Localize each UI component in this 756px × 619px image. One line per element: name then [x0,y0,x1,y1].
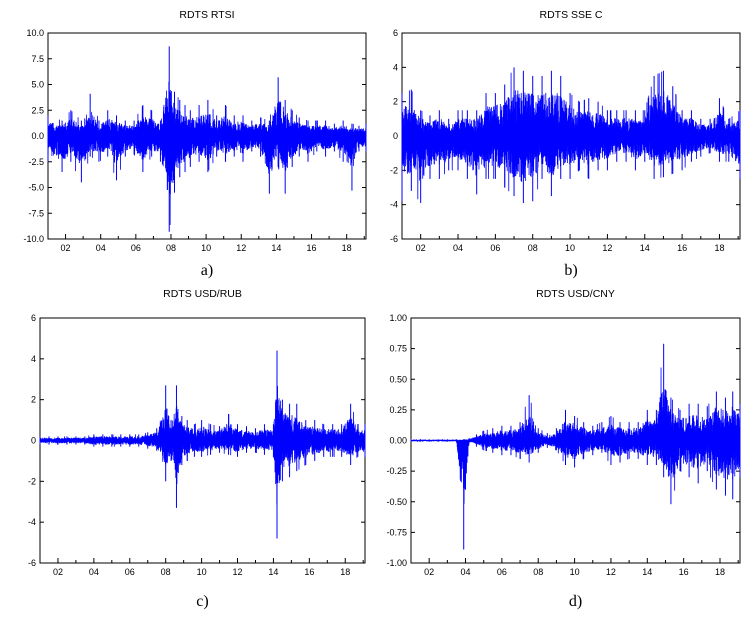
y-tick-label: 2.5 [31,105,44,115]
x-tick-label: 14 [268,567,278,577]
x-tick-label: 04 [461,567,471,577]
y-tick-label: 2 [31,395,36,405]
x-tick-label: 16 [307,243,317,253]
series-line [401,71,741,200]
chart-title: RDTS USD/RUB [163,288,242,300]
y-tick-label: 0.50 [389,374,407,384]
panel-caption: a) [201,262,213,279]
y-tick-label: -4 [28,517,36,527]
y-tick-label: -2 [28,476,36,486]
y-tick-label: -0.50 [386,497,407,507]
series-line [410,367,741,504]
x-tick-label: 06 [131,243,141,253]
x-tick-label: 18 [714,243,724,253]
x-tick-label: 10 [570,567,580,577]
x-tick-label: 12 [236,243,246,253]
y-tick-label: -0.75 [386,527,407,537]
y-tick-label: -1.00 [386,558,407,568]
y-tick-label: -7.5 [28,208,44,218]
y-tick-label: -4 [390,200,398,210]
y-tick-label: 10.0 [26,28,44,38]
x-tick-label: 16 [679,567,689,577]
y-tick-label: -0.25 [386,466,407,476]
y-tick-label: 0 [31,436,36,446]
x-tick-label: 08 [166,243,176,253]
y-tick-label: 6 [31,313,36,323]
x-tick-label: 06 [497,567,507,577]
x-tick-label: 16 [304,567,314,577]
y-tick-label: 4 [31,354,36,364]
chart-panel-c: RDTS USD/RUB 6 4 2 0 -2 -4 -6 02 04 06 08 10 12 14 16 18… [28,288,366,610]
y-tick-label: 0.75 [389,344,407,354]
y-tick-label: -5.0 [28,183,44,193]
chart-panel-d: RDTS USD/CNY 1.00 0.75 0.50 0.25 0.00 -0.25 -0.… [386,288,741,610]
x-tick-label: 10 [201,243,211,253]
x-tick-label: 16 [677,243,687,253]
chart-panel-b: RDTS SSE C 6 4 2 0 -2 -4 -6 02 04 06 08 10 12 14 16 18 b) [390,9,741,279]
y-tick-label: 0.00 [389,436,407,446]
x-tick-label: 18 [340,567,350,577]
x-tick-label: 08 [533,567,543,577]
y-tick-label: 2 [393,97,398,107]
x-tick-label: 02 [61,243,71,253]
y-tick-label: -2.5 [28,157,44,167]
y-tick-label: 0 [393,131,398,141]
y-tick-label: 4 [393,62,398,72]
panel-caption: c) [196,593,208,610]
y-tick-label: -10.0 [23,234,44,244]
panel-caption: b) [564,262,577,279]
x-tick-label: 02 [416,243,426,253]
x-tick-label: 14 [642,567,652,577]
y-tick-label: -2 [390,165,398,175]
x-tick-label: 04 [96,243,106,253]
x-tick-label: 04 [89,567,99,577]
y-tick-label: 7.5 [31,54,44,64]
x-tick-label: 14 [640,243,650,253]
x-tick-label: 18 [342,243,352,253]
x-tick-label: 04 [453,243,463,253]
x-tick-label: 12 [233,567,243,577]
x-tick-label: 12 [602,243,612,253]
panel-caption: d) [569,593,582,610]
y-tick-label: 0.25 [389,405,407,415]
x-tick-label: 08 [528,243,538,253]
chart-title: RDTS SSE C [539,9,602,21]
y-tick-label: -6 [28,558,36,568]
x-tick-label: 06 [125,567,135,577]
chart-title: RDTS USD/CNY [536,288,615,300]
x-tick-label: 08 [161,567,171,577]
x-tick-label: 12 [606,567,616,577]
y-tick-label: 0.0 [31,131,44,141]
x-tick-label: 10 [197,567,207,577]
x-tick-label: 02 [424,567,434,577]
chart-panel-a: RDTS RTSI 10.0 7.5 5.0 2.5 0.0 -2.5 -5.0 -7.5 -10… [23,9,367,279]
x-tick-label: 10 [565,243,575,253]
x-tick-label: 18 [715,567,725,577]
x-tick-label: 14 [271,243,281,253]
y-tick-label: 6 [393,28,398,38]
series-line [39,379,366,505]
series-line [47,81,367,226]
y-tick-label: -6 [390,234,398,244]
chart-title: RDTS RTSI [179,9,234,21]
y-tick-label: 5.0 [31,80,44,90]
x-tick-label: 06 [490,243,500,253]
y-tick-label: 1.00 [389,313,407,323]
x-tick-label: 02 [53,567,63,577]
